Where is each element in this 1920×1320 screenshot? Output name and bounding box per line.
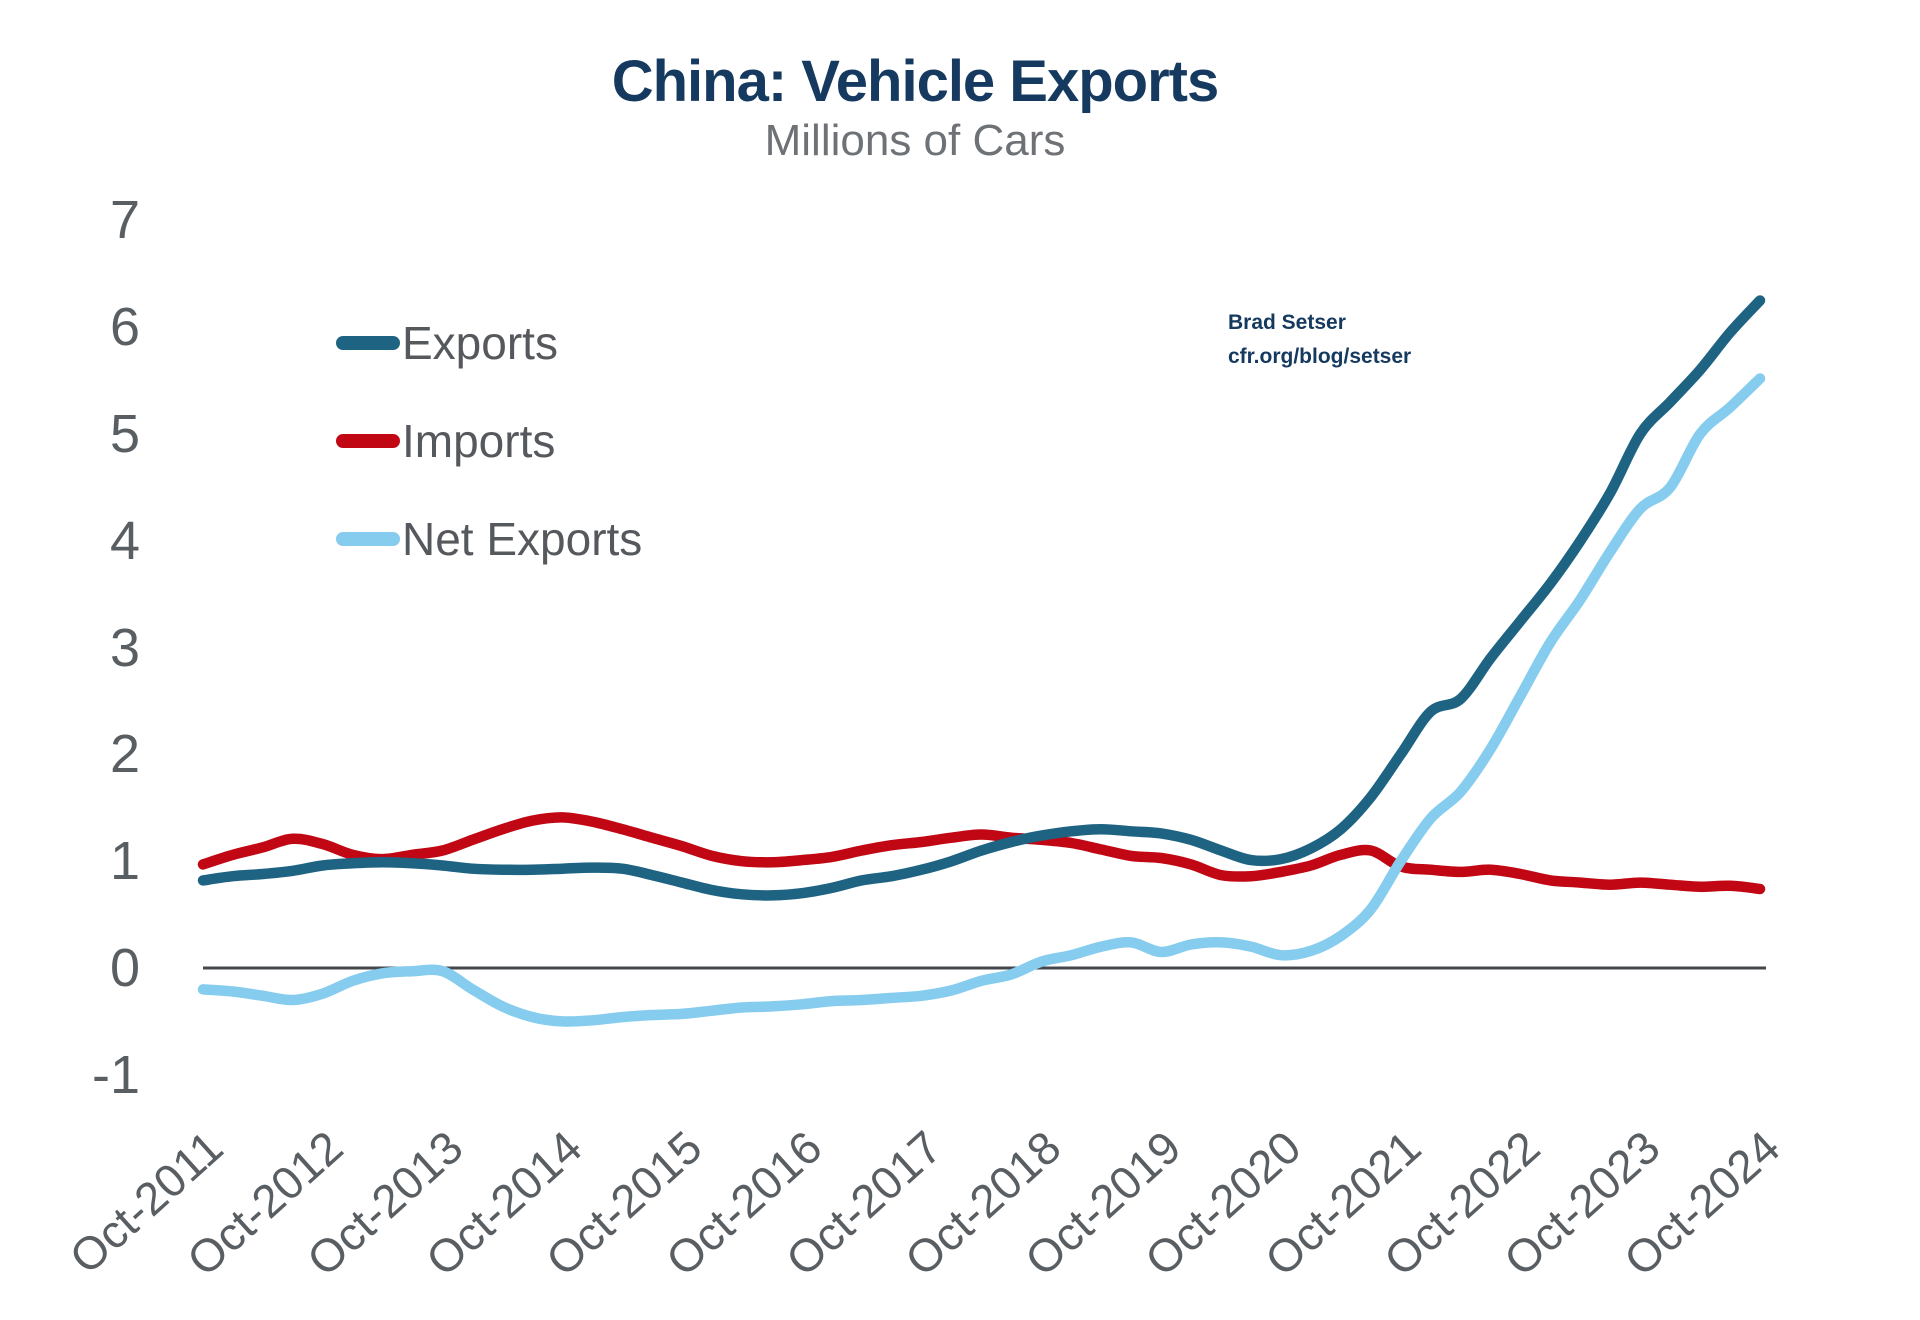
legend-swatch-net-exports xyxy=(336,532,400,546)
y-axis-tick-label: 3 xyxy=(109,617,140,678)
exports-line xyxy=(197,295,1766,901)
chart-title: China: Vehicle Exports xyxy=(611,49,1220,114)
y-axis-tick-label: 7 xyxy=(109,190,140,251)
y-axis-tick-label: 4 xyxy=(109,510,140,571)
plot-area xyxy=(197,295,1766,1027)
legend-label-imports: Imports xyxy=(402,415,556,467)
y-axis-tick-label: 6 xyxy=(109,297,140,358)
legend-item-net-exports: Net Exports xyxy=(336,509,642,569)
legend-label-exports: Exports xyxy=(402,317,558,369)
net-exports-line xyxy=(197,373,1766,1027)
y-axis-tick-label: 5 xyxy=(109,404,140,464)
legend-item-imports: Imports xyxy=(336,411,555,471)
annotation-url: cfr.org/blog/setser xyxy=(1228,345,1412,368)
legend-swatch-exports xyxy=(336,336,400,350)
chart-subtitle: Millions of Cars xyxy=(764,116,1066,165)
legend-label-net-exports: Net Exports xyxy=(402,513,643,565)
annotation-author: Brad Setser xyxy=(1228,311,1346,334)
legend-item-exports: Exports xyxy=(336,313,558,373)
author-annotation: Brad Setser cfr.org/blog/setser xyxy=(1228,306,1411,374)
chart-canvas: { "title": "China: Vehicle Exports", "su… xyxy=(59,49,1790,1286)
y-axis-tick-label: 1 xyxy=(109,831,140,892)
y-axis-tick-label: 0 xyxy=(109,938,140,998)
y-axis-tick-label: 2 xyxy=(109,724,140,785)
y-axis-tick-label: -1 xyxy=(91,1044,140,1105)
imports-line xyxy=(197,812,1766,895)
legend-swatch-imports xyxy=(336,434,400,448)
